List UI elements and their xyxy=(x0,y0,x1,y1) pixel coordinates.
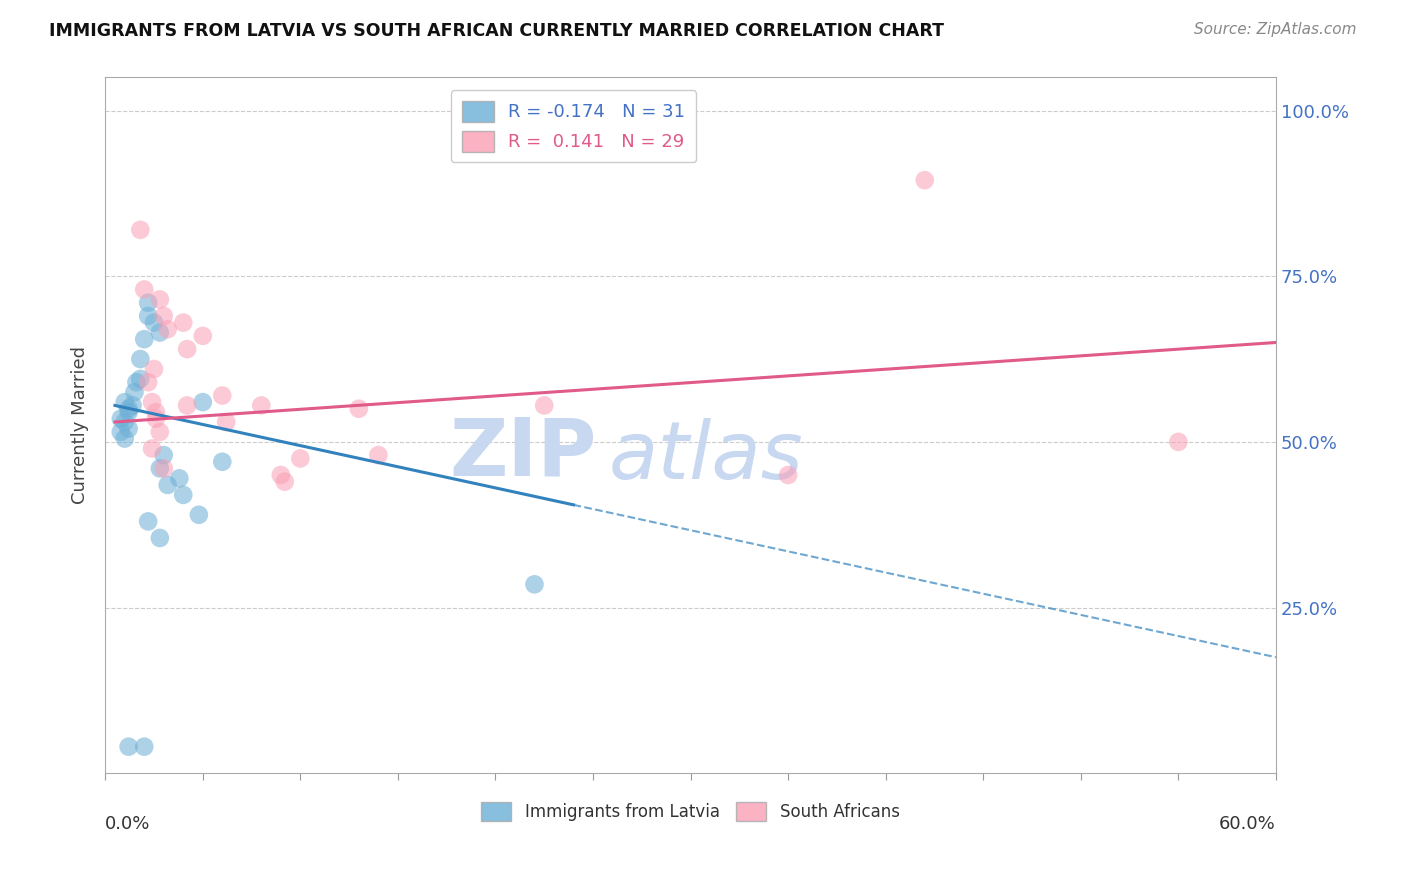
Point xyxy=(134,739,156,754)
Point xyxy=(152,309,174,323)
Point xyxy=(114,415,136,429)
Point xyxy=(110,425,132,439)
Point xyxy=(136,515,159,529)
Text: ZIP: ZIP xyxy=(450,414,598,492)
Point xyxy=(191,329,214,343)
Point xyxy=(125,376,148,390)
Point xyxy=(347,401,370,416)
Point xyxy=(117,401,139,416)
Point xyxy=(533,399,555,413)
Point xyxy=(274,475,297,489)
Text: 60.0%: 60.0% xyxy=(1219,815,1277,833)
Point xyxy=(215,415,238,429)
Point xyxy=(156,322,179,336)
Point xyxy=(141,395,163,409)
Y-axis label: Currently Married: Currently Married xyxy=(72,346,89,504)
Point xyxy=(141,442,163,456)
Point xyxy=(149,461,172,475)
Point xyxy=(152,448,174,462)
Point xyxy=(156,478,179,492)
Point xyxy=(176,399,198,413)
Point xyxy=(114,432,136,446)
Point xyxy=(136,309,159,323)
Point xyxy=(149,293,172,307)
Point xyxy=(176,342,198,356)
Point xyxy=(129,352,152,367)
Point xyxy=(110,411,132,425)
Point xyxy=(211,388,233,402)
Point xyxy=(117,739,139,754)
Point xyxy=(270,468,292,483)
Point xyxy=(134,283,156,297)
Point xyxy=(191,395,214,409)
Point xyxy=(250,399,273,413)
Point xyxy=(129,223,152,237)
Point xyxy=(172,316,194,330)
Point xyxy=(1167,434,1189,449)
Text: IMMIGRANTS FROM LATVIA VS SOUTH AFRICAN CURRENTLY MARRIED CORRELATION CHART: IMMIGRANTS FROM LATVIA VS SOUTH AFRICAN … xyxy=(49,22,945,40)
Point xyxy=(117,405,139,419)
Point xyxy=(136,376,159,390)
Point xyxy=(145,411,167,425)
Legend: Immigrants from Latvia, South Africans: Immigrants from Latvia, South Africans xyxy=(475,795,907,828)
Point xyxy=(914,173,936,187)
Point xyxy=(149,425,172,439)
Point xyxy=(114,395,136,409)
Text: 0.0%: 0.0% xyxy=(105,815,150,833)
Point xyxy=(172,488,194,502)
Point xyxy=(136,295,159,310)
Point xyxy=(290,451,312,466)
Point xyxy=(152,461,174,475)
Text: Source: ZipAtlas.com: Source: ZipAtlas.com xyxy=(1194,22,1357,37)
Point xyxy=(149,326,172,340)
Point xyxy=(211,455,233,469)
Point xyxy=(134,332,156,346)
Point xyxy=(367,448,389,462)
Point xyxy=(124,385,146,400)
Point xyxy=(129,372,152,386)
Point xyxy=(143,362,166,376)
Point xyxy=(523,577,546,591)
Point xyxy=(143,316,166,330)
Text: atlas: atlas xyxy=(609,417,803,496)
Point xyxy=(145,405,167,419)
Point xyxy=(149,531,172,545)
Point xyxy=(121,399,143,413)
Point xyxy=(117,422,139,436)
Point xyxy=(169,471,191,485)
Point xyxy=(778,468,800,483)
Point xyxy=(187,508,209,522)
